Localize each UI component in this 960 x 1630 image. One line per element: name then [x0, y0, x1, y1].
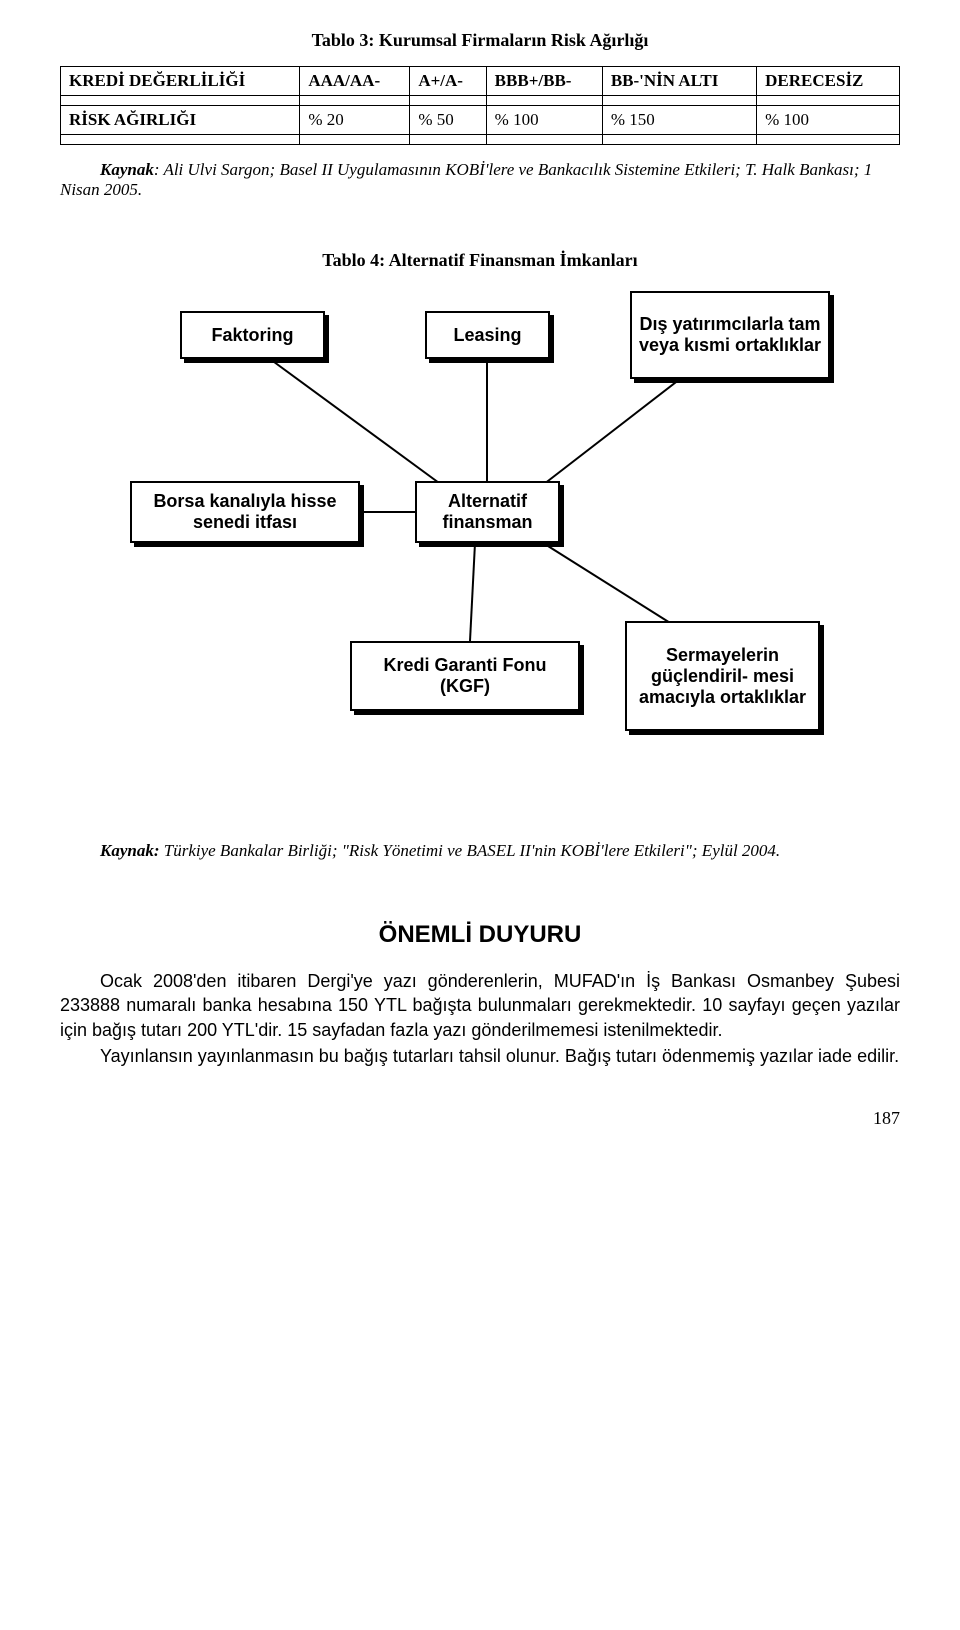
table3-h3: BBB+/BB- [486, 67, 602, 96]
table3-rowlabel: RİSK AĞIRLIĞI [61, 106, 300, 135]
node-leasing: Leasing [425, 311, 550, 359]
edge-alt-dis [535, 379, 680, 491]
table3-h5: DERECESİZ [757, 67, 900, 96]
table3-h2: A+/A- [410, 67, 486, 96]
announcement-p1: Ocak 2008'den itibaren Dergi'ye yazı gön… [60, 969, 900, 1042]
table4-title: Tablo 4: Alternatif Finansman İmkanları [60, 250, 900, 271]
table3-source-text: : Ali Ulvi Sargon; Basel II Uygulamasını… [60, 160, 872, 199]
table3-v0: % 20 [300, 106, 410, 135]
table3-data-row: RİSK AĞIRLIĞI % 20 % 50 % 100 % 150 % 10… [61, 106, 900, 135]
node-borsa: Borsa kanalıyla hisse senedi itfası [130, 481, 360, 543]
table3-source-label: Kaynak [100, 160, 154, 179]
table3-h0: KREDİ DEĞERLİLİĞİ [61, 67, 300, 96]
alternatif-finansman-diagram: Faktoring Leasing Dış yatırımcılarla tam v… [120, 291, 840, 811]
table3-h4: BB-'NİN ALTI [602, 67, 756, 96]
table4-source-text: Türkiye Bankalar Birliği; "Risk Yönetimi… [160, 841, 781, 860]
table4-source-label: Kaynak: [100, 841, 160, 860]
node-dis: Dış yatırımcılarla tam veya kısmi ortakl… [630, 291, 830, 379]
node-sermaye: Sermayelerin güçlendiril- mesi amacıyla … [625, 621, 820, 731]
announcement-p2: Yayınlansın yayınlanmasın bu bağış tutar… [60, 1044, 900, 1068]
announcement-title: ÖNEMLİ DUYURU [60, 921, 900, 949]
table3-spacer2 [61, 135, 900, 145]
page-number: 187 [60, 1108, 900, 1129]
announcement-body: Ocak 2008'den itibaren Dergi'ye yazı gön… [60, 969, 900, 1068]
table3-v2: % 100 [486, 106, 602, 135]
node-alt: Alternatif finansman [415, 481, 560, 543]
node-faktoring: Faktoring [180, 311, 325, 359]
table3-v4: % 100 [757, 106, 900, 135]
table3: KREDİ DEĞERLİLİĞİ AAA/AA- A+/A- BBB+/BB-… [60, 66, 900, 145]
table3-title: Tablo 3: Kurumsal Firmaların Risk Ağırlı… [60, 30, 900, 51]
edge-alt-sermaye [540, 541, 675, 626]
table3-source: Kaynak: Ali Ulvi Sargon; Basel II Uygula… [60, 160, 900, 200]
diagram-wrap: Faktoring Leasing Dış yatırımcılarla tam v… [60, 291, 900, 811]
table3-header-row: KREDİ DEĞERLİLİĞİ AAA/AA- A+/A- BBB+/BB-… [61, 67, 900, 96]
table3-h1: AAA/AA- [300, 67, 410, 96]
node-kgf: Kredi Garanti Fonu (KGF) [350, 641, 580, 711]
table3-v3: % 150 [602, 106, 756, 135]
edge-alt-faktoring [270, 359, 450, 491]
table3-v1: % 50 [410, 106, 486, 135]
table4-source: Kaynak: Türkiye Bankalar Birliği; "Risk … [60, 841, 900, 861]
edge-alt-kgf [470, 543, 475, 641]
table3-spacer1 [61, 96, 900, 106]
